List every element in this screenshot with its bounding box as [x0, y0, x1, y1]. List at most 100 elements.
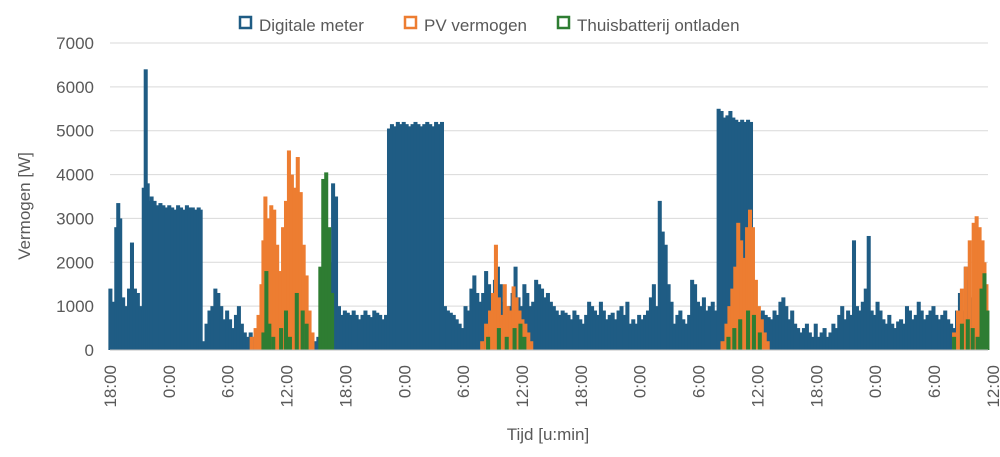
bar [724, 323, 729, 350]
bar [701, 297, 706, 350]
bar [967, 240, 972, 350]
bar [931, 306, 936, 350]
bar [566, 314, 571, 350]
bar [526, 332, 531, 350]
bar [298, 192, 303, 350]
bar [810, 336, 815, 350]
bar [531, 301, 536, 350]
bar [728, 110, 733, 350]
bar [428, 124, 433, 350]
y-tick-label: 0 [85, 341, 94, 360]
bar [193, 209, 198, 350]
bar [264, 271, 269, 350]
bar [860, 301, 865, 350]
bar [425, 121, 430, 350]
bar [854, 306, 859, 350]
bar [310, 332, 315, 350]
bar [295, 157, 300, 350]
bar [431, 126, 436, 350]
bar [604, 319, 609, 350]
bar [722, 117, 727, 350]
bar [360, 314, 365, 350]
bar [881, 319, 886, 350]
bar [704, 310, 709, 350]
bar [598, 301, 603, 350]
bar [170, 207, 175, 350]
bar [190, 207, 195, 350]
bar [179, 207, 184, 350]
bar [525, 292, 530, 350]
bar [278, 271, 283, 350]
bar [281, 227, 286, 350]
y-tick-label: 5000 [56, 122, 94, 141]
bar [766, 317, 771, 350]
bar [733, 266, 738, 350]
bar [736, 222, 741, 350]
y-tick-label: 4000 [56, 166, 94, 185]
bar [819, 332, 824, 350]
axes: 0 1000 2000 3000 4000 5000 6000 7000 18:00 0:00 6:… [56, 34, 1000, 408]
bar [872, 314, 877, 350]
bar [508, 310, 513, 350]
x-tick-label: 0:00 [395, 365, 414, 398]
bar [236, 306, 241, 350]
bar [416, 124, 421, 350]
bar [590, 306, 595, 350]
bar [595, 314, 600, 350]
bar [778, 301, 783, 350]
bar [913, 314, 918, 350]
bar [488, 310, 493, 350]
bar [222, 319, 227, 350]
bar [161, 205, 166, 350]
bar [866, 235, 871, 350]
bar [863, 288, 868, 350]
bar [184, 205, 189, 350]
legend: Digitale meter PV vermogen Thuisbatterij o… [238, 15, 740, 35]
bar [746, 310, 751, 350]
bar [569, 319, 574, 350]
bar [738, 319, 743, 350]
bar [834, 328, 839, 350]
bar [292, 187, 297, 350]
bar [242, 332, 247, 350]
bar [813, 323, 818, 350]
bar [534, 279, 539, 350]
x-tick-label: 0:00 [631, 365, 650, 398]
bar [514, 297, 519, 350]
bar [363, 310, 368, 350]
bar [751, 314, 756, 350]
bar [275, 244, 280, 350]
bar [955, 310, 961, 350]
bar [386, 128, 392, 350]
bar [454, 319, 459, 350]
bar [731, 117, 736, 350]
bar [219, 306, 224, 350]
bar [478, 301, 483, 350]
bar [616, 310, 621, 350]
bar [304, 323, 309, 350]
bars [108, 69, 990, 351]
legend-label: PV vermogen [424, 16, 527, 35]
bar [910, 319, 915, 350]
bar [334, 196, 339, 350]
bar [381, 319, 386, 350]
bar [869, 310, 874, 350]
bar [445, 310, 450, 350]
bar [578, 319, 583, 350]
bar [466, 310, 471, 350]
bar [572, 310, 577, 350]
legend-swatch [556, 15, 571, 30]
bar [451, 314, 456, 350]
bar [807, 332, 812, 350]
bar [231, 328, 236, 350]
bar [484, 271, 489, 350]
bar [392, 126, 397, 350]
bar [657, 200, 662, 350]
bar [354, 314, 359, 350]
bar [351, 310, 356, 350]
bar [756, 306, 761, 350]
bar [484, 323, 489, 350]
bar [719, 110, 724, 350]
